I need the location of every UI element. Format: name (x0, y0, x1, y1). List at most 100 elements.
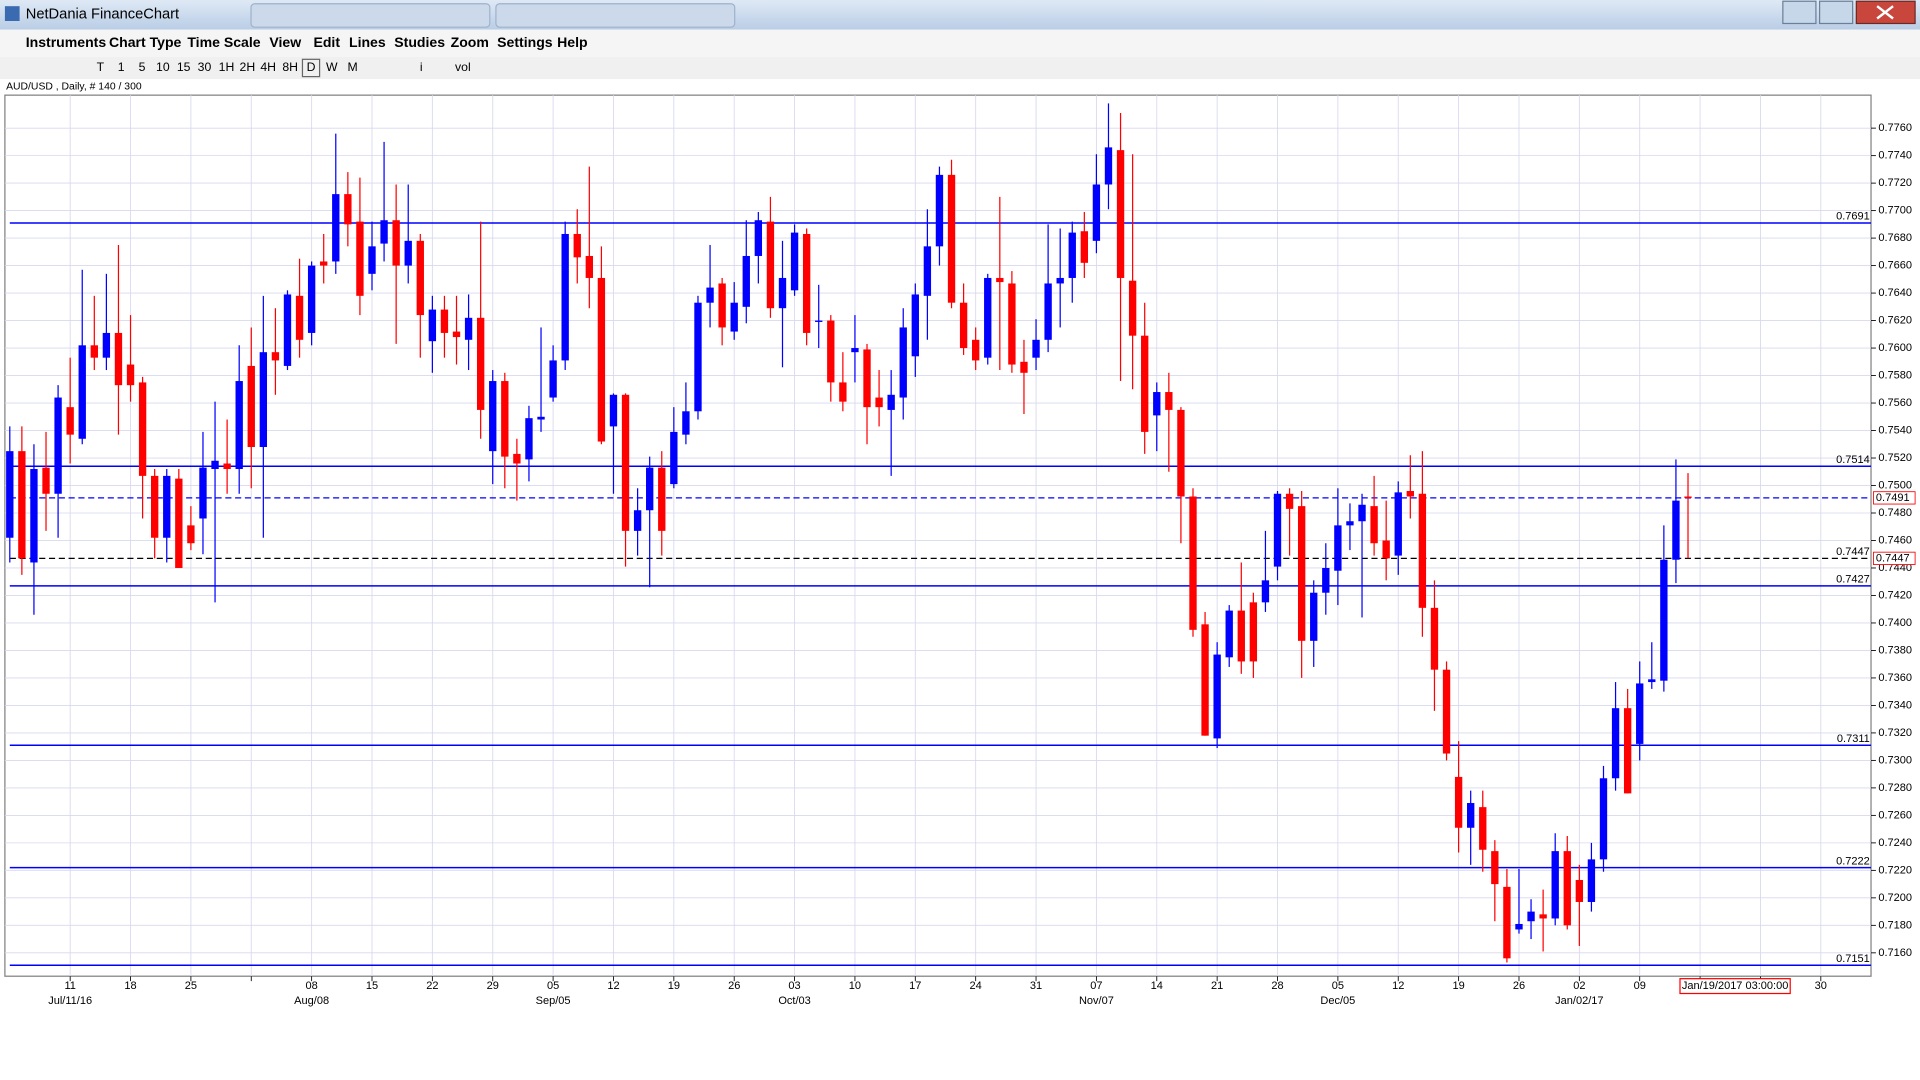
candle-body (416, 240, 424, 316)
toolbar-button[interactable]: T (97, 60, 105, 74)
toolbar-button[interactable]: 1H (219, 60, 235, 74)
menu-item[interactable]: Instruments (26, 34, 107, 50)
toolbar-button[interactable]: 10 (156, 60, 170, 74)
candle-body (295, 295, 304, 340)
minimize-button[interactable] (1782, 0, 1817, 25)
line-label: 0.7427 (1836, 574, 1870, 586)
candle-body (1611, 708, 1620, 779)
toolbar-button[interactable]: 15 (177, 60, 191, 74)
y-tick-label: 0.7500 (1878, 479, 1912, 491)
candle-body (259, 352, 268, 448)
candle-body (597, 277, 606, 442)
candle-body (66, 407, 74, 435)
y-tick-label: 0.7760 (1878, 122, 1912, 134)
candle-body (742, 255, 750, 307)
candle-body (223, 463, 231, 470)
candle-body (646, 467, 654, 511)
toolbar-button[interactable]: M (348, 60, 358, 74)
candle-body (1008, 283, 1016, 365)
candle-body (1454, 776, 1463, 828)
candle-body (996, 277, 1004, 283)
candle-body (513, 453, 521, 464)
candle-body (102, 332, 111, 358)
candle-body (1382, 540, 1390, 559)
y-tick-label: 0.7560 (1878, 397, 1912, 409)
menu-bar (0, 29, 1920, 57)
toolbar-button[interactable]: i (420, 60, 423, 74)
candle-body (923, 246, 932, 296)
toolbar-button[interactable]: D (307, 60, 316, 74)
line-label: 0.7691 (1836, 211, 1870, 223)
candle-body (1394, 492, 1402, 556)
candle-body (1515, 923, 1523, 930)
y-tick-label: 0.7600 (1878, 342, 1912, 354)
toolbar-button[interactable]: 4H (260, 60, 276, 74)
y-tick-label: 0.7520 (1878, 452, 1912, 464)
candle-body (1285, 493, 1294, 509)
line-label: 0.7151 (1836, 953, 1870, 965)
toolbar-button[interactable]: 5 (139, 60, 146, 74)
candle-body (1503, 886, 1511, 959)
last-price-box (1873, 491, 1916, 505)
candle-body (947, 174, 956, 303)
menu-item[interactable]: Settings (497, 34, 553, 50)
y-tick-label: 0.7540 (1878, 424, 1912, 436)
candle-body (706, 287, 714, 303)
candle-body (332, 194, 340, 262)
menu-item[interactable]: Time Scale (187, 34, 260, 50)
maximize-button[interactable] (1818, 0, 1854, 25)
crosshair-time: Jan/19/2017 03:00:00 (1682, 980, 1789, 992)
y-tick-label: 0.7700 (1878, 205, 1912, 217)
menu-item[interactable]: Lines (349, 34, 386, 50)
candle-body (307, 265, 316, 333)
close-icon (1876, 5, 1894, 20)
menu-item[interactable]: Help (557, 34, 588, 50)
candle-body (585, 255, 593, 278)
toolbar-button[interactable]: 2H (240, 60, 256, 74)
toolbar-pressed (301, 58, 321, 78)
y-tick-label: 0.7620 (1878, 314, 1912, 326)
x-tick-label: 03 (788, 980, 800, 992)
candle-body (1056, 277, 1064, 284)
toolbar-button[interactable]: W (326, 60, 338, 74)
candle-body (815, 320, 823, 322)
x-tick-label: 05 (547, 980, 559, 992)
candle-body (211, 460, 219, 470)
candle-body (1310, 592, 1318, 641)
candle-body (368, 246, 376, 274)
y-tick-label: 0.7580 (1878, 369, 1912, 381)
menu-item[interactable]: View (269, 34, 302, 50)
candle-body (271, 352, 280, 361)
tab[interactable] (495, 3, 736, 28)
candle-body (428, 309, 437, 342)
toolbar-button[interactable]: 1 (118, 60, 125, 74)
x-tick-label: 25 (185, 980, 197, 992)
x-tick-label: 19 (668, 980, 680, 992)
candle-body (1539, 914, 1547, 919)
toolbar-button[interactable]: 30 (198, 60, 212, 74)
y-tick-label: 0.7460 (1878, 534, 1912, 546)
candle-body (114, 332, 123, 386)
tab[interactable] (250, 3, 491, 28)
candle-body (1237, 610, 1245, 662)
crosshair-time-box (1679, 978, 1791, 995)
x-major-label: Jul/11/16 (48, 995, 92, 1007)
candle-body (1648, 679, 1656, 683)
menu-item[interactable]: Zoom (451, 34, 489, 50)
candle-body (18, 451, 26, 559)
candle-body (1418, 493, 1427, 608)
menu-item[interactable]: Chart Type (109, 34, 182, 50)
toolbar-button[interactable]: vol (455, 60, 471, 74)
candle-body (1213, 654, 1221, 739)
toolbar-button[interactable]: 8H (282, 60, 298, 74)
y-tick-label: 0.7220 (1878, 864, 1912, 876)
candle-body (851, 348, 859, 353)
x-tick-label: 31 (1030, 980, 1042, 992)
y-tick-label: 0.7480 (1878, 507, 1912, 519)
menu-item[interactable]: Studies (394, 34, 445, 50)
candle-body (1189, 496, 1197, 630)
line-label: 0.7311 (1837, 733, 1870, 745)
candle-body (356, 221, 364, 296)
menu-item[interactable]: Edit (313, 34, 340, 50)
